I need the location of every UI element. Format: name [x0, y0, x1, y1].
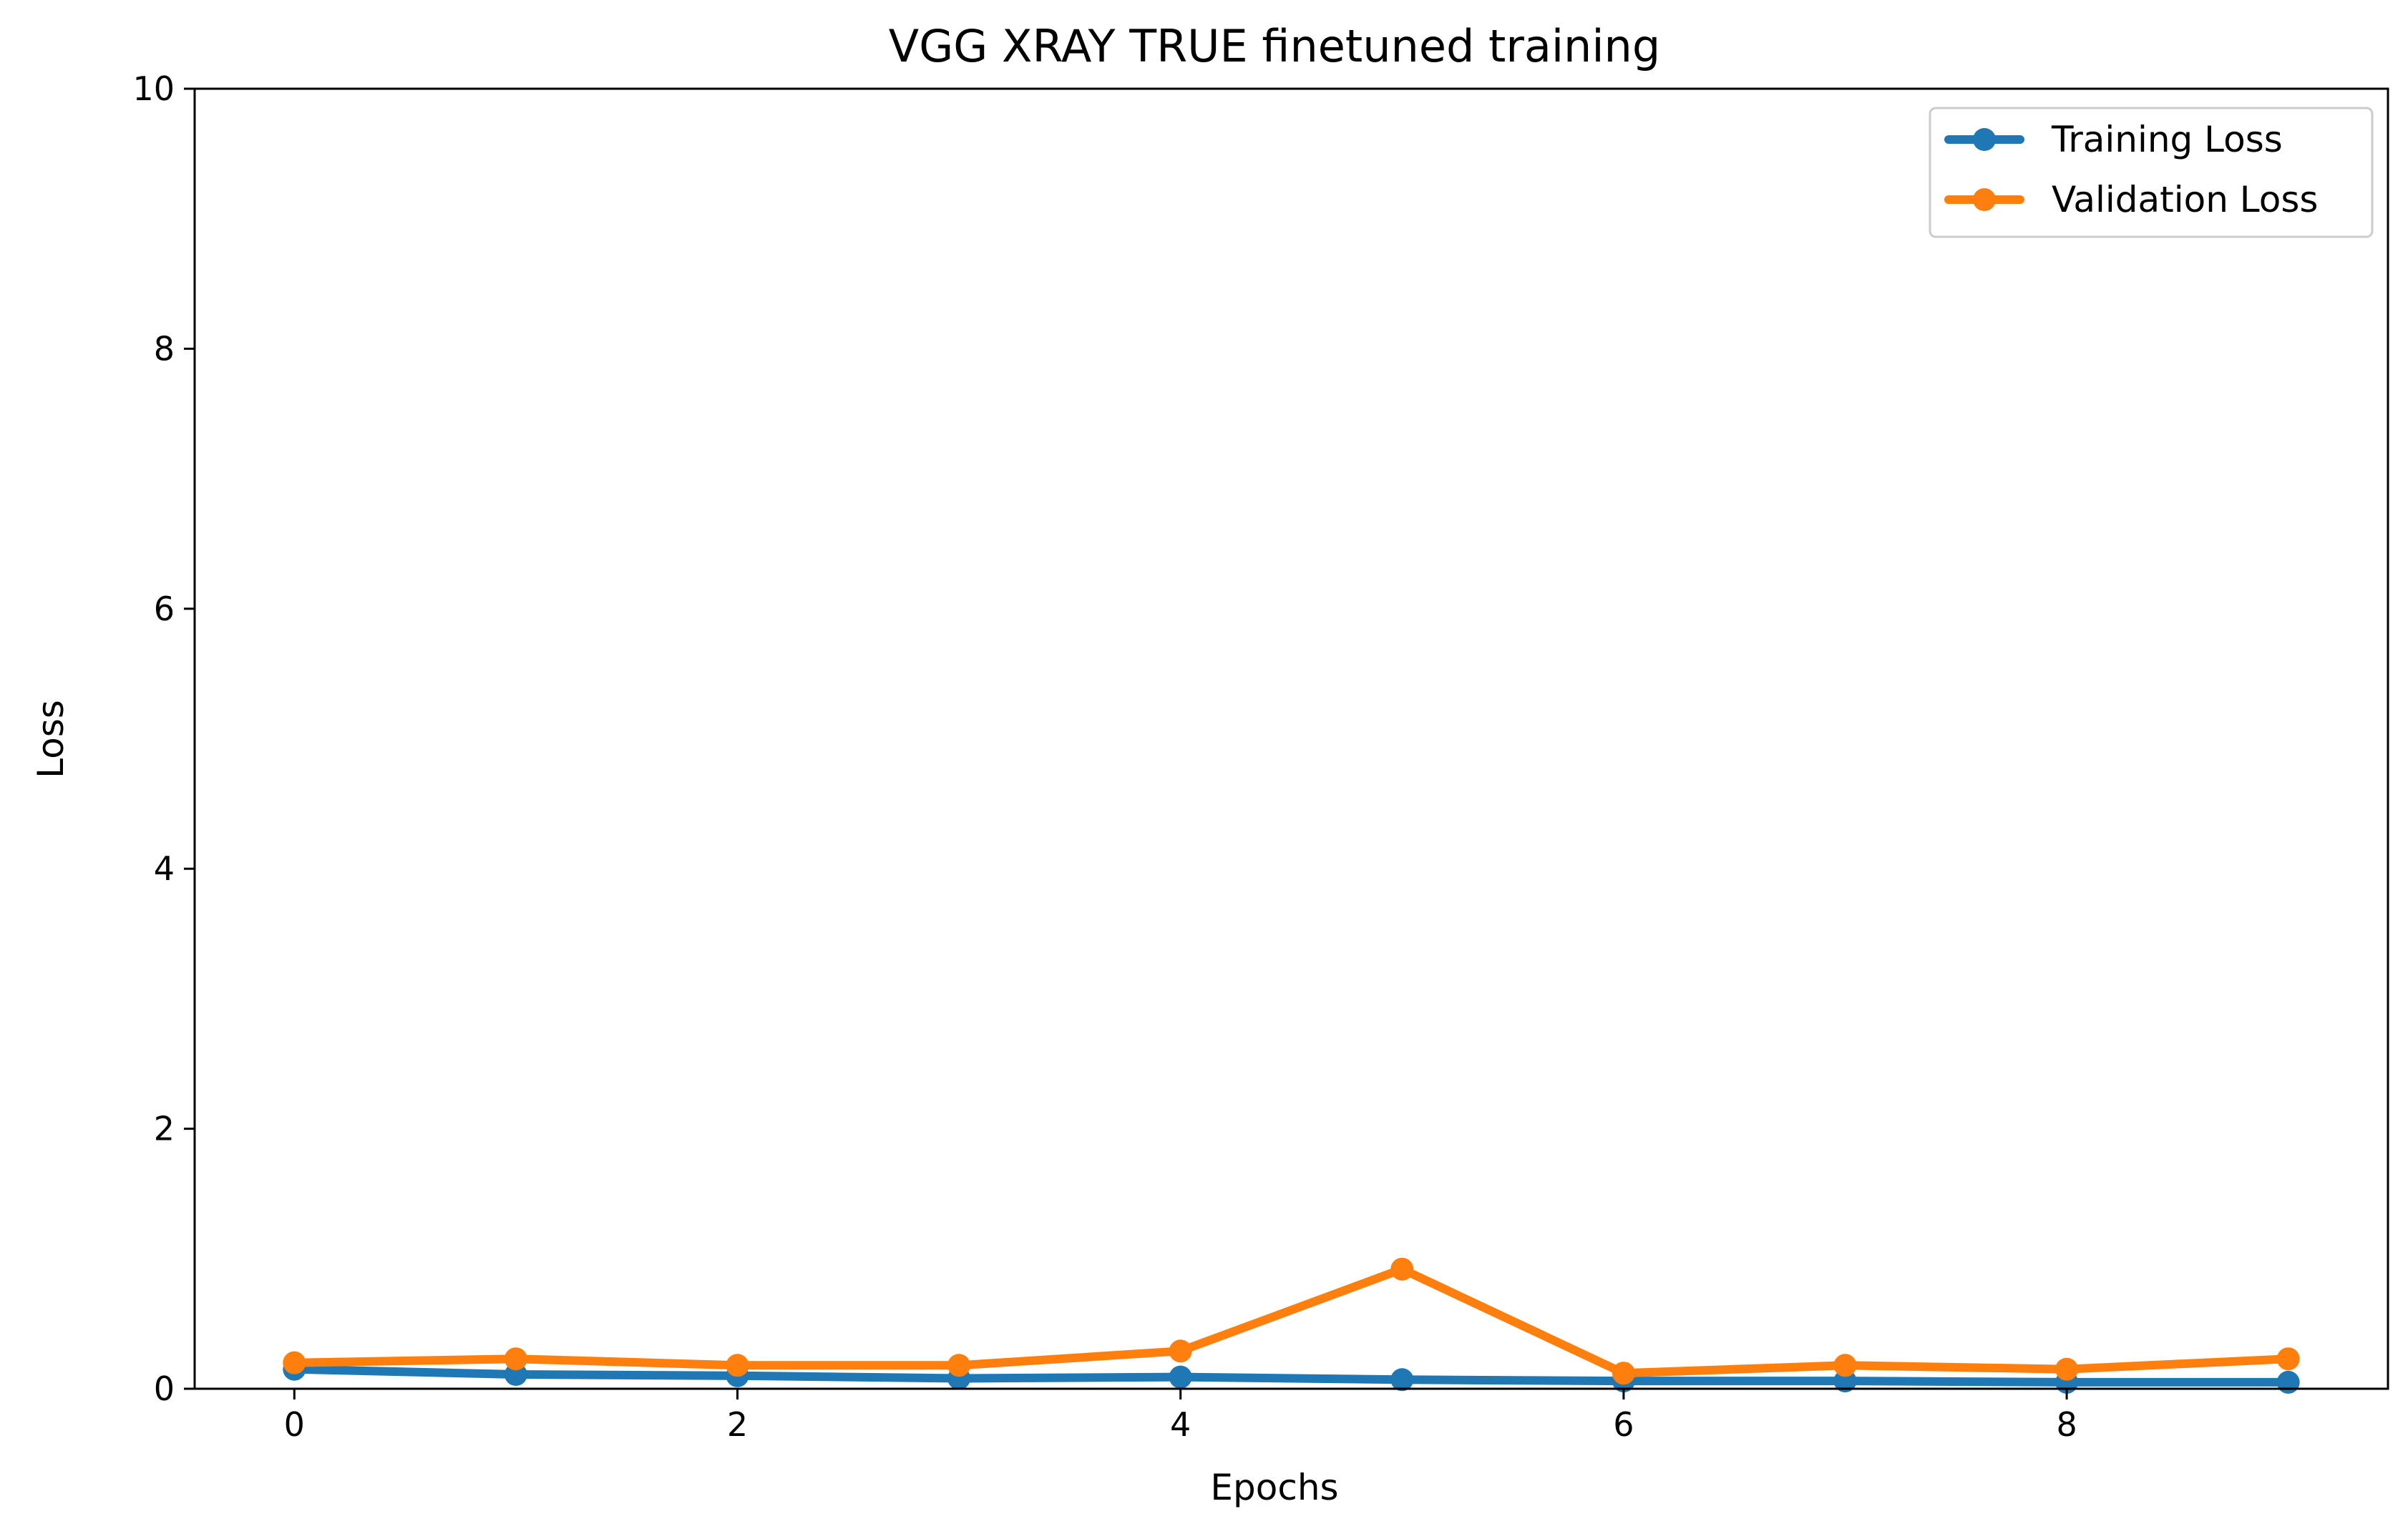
data-point [1390, 1368, 1414, 1392]
chart-title: VGG XRAY TRUE finetuned training [889, 20, 1660, 72]
plot-frame [193, 87, 2389, 1390]
data-point [504, 1347, 527, 1371]
y-tick-label: 6 [154, 590, 175, 628]
data-point [2276, 1370, 2300, 1394]
x-tick-label: 6 [1613, 1405, 1634, 1444]
y-axis: 0 2 4 6 8 10 [132, 69, 195, 1408]
legend-swatch-marker [1973, 188, 1996, 211]
data-point [283, 1351, 306, 1374]
data-point [1612, 1362, 1635, 1385]
x-axis: 0 2 4 6 8 [284, 1389, 2077, 1444]
plot-area [283, 1257, 2300, 1394]
y-tick-label: 0 [154, 1369, 175, 1408]
y-axis-label: Loss [30, 700, 72, 778]
legend-swatch-marker [1973, 128, 1996, 151]
legend-label: Training Loss [2051, 119, 2283, 160]
data-point [947, 1354, 971, 1377]
x-tick-label: 4 [1170, 1405, 1191, 1444]
data-point [1169, 1365, 1192, 1389]
y-tick-label: 4 [154, 849, 175, 888]
x-tick-label: 0 [284, 1405, 305, 1444]
x-tick-label: 8 [2056, 1405, 2077, 1444]
x-tick-label: 2 [727, 1405, 748, 1444]
series-line-0 [290, 1364, 2293, 1387]
data-point [1169, 1339, 1192, 1363]
data-point [1390, 1257, 1414, 1281]
y-tick-label: 2 [154, 1110, 175, 1148]
y-tick-label: 10 [132, 69, 175, 108]
series-line-1 [290, 1264, 2293, 1378]
legend-label: Validation Loss [2052, 179, 2318, 220]
x-axis-label: Epochs [1210, 1467, 1338, 1508]
data-point [726, 1354, 749, 1377]
data-point [1833, 1354, 1857, 1377]
y-tick-label: 8 [154, 329, 175, 368]
legend: Training Loss Validation Loss [1929, 107, 2374, 238]
legend-box [1929, 107, 2374, 238]
data-point [2055, 1357, 2079, 1381]
data-point [2276, 1347, 2300, 1371]
